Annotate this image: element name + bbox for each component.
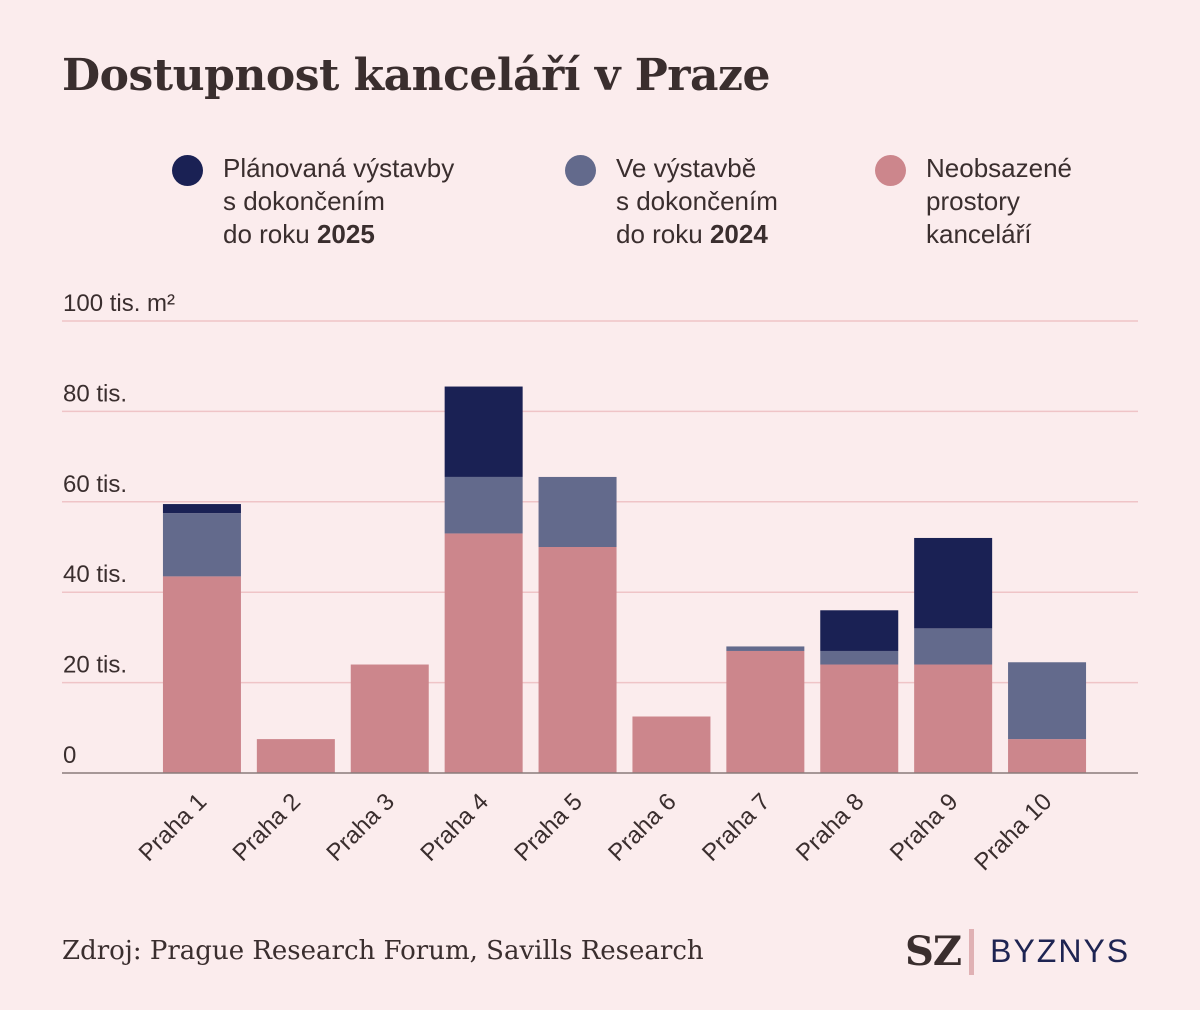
bar-segment	[444, 386, 523, 477]
bar-segment	[538, 547, 617, 773]
legend-label-line: kanceláří	[926, 219, 1032, 249]
bar-segment	[914, 628, 993, 665]
x-tick-label: Praha 5	[509, 788, 588, 867]
bar-segment	[820, 650, 899, 665]
logo-divider	[969, 928, 975, 975]
legend-label-line: s dokončením	[223, 186, 385, 216]
bar-segment	[820, 610, 899, 651]
legend-label-line: Plánovaná výstavby	[223, 153, 455, 183]
bar-segment	[444, 476, 523, 534]
legend-label-line: s dokončením	[616, 186, 778, 216]
legend-swatch-under-construction	[565, 155, 596, 186]
y-tick-label: 0	[63, 742, 76, 769]
legend-item-planned: Plánovaná výstavby s dokončením do roku …	[172, 152, 454, 251]
bar-segment	[162, 576, 241, 773]
bar-segment	[1008, 662, 1087, 740]
source-note: Zdroj: Prague Research Forum, Savills Re…	[62, 936, 704, 966]
x-tick-label: Praha 4	[415, 788, 494, 867]
bar-segment	[1008, 739, 1087, 773]
legend-label-prefix: do roku	[223, 219, 317, 249]
bar-segment	[350, 664, 429, 773]
x-tick-label: Praha 2	[228, 788, 307, 867]
bar-segment	[256, 739, 335, 773]
x-tick-label: Praha 3	[321, 788, 400, 867]
legend-swatch-vacant	[875, 155, 906, 186]
legend-label-year: 2024	[709, 219, 768, 249]
y-tick-label: 40 tis.	[63, 561, 127, 588]
bar-segment	[726, 650, 805, 773]
chart-title: Dostupnost kanceláří v Praze	[62, 50, 770, 101]
bar-segment	[914, 664, 993, 773]
legend-label-line: prostory	[926, 186, 1020, 216]
legend-item-under-construction: Ve výstavbě s dokončením do roku 2024	[565, 152, 778, 251]
bar-segment	[820, 664, 899, 773]
legend-label-line: Ve výstavbě	[616, 153, 757, 183]
y-tick-label: 100 tis. m²	[63, 290, 175, 317]
x-tick-label: Praha 1	[134, 788, 213, 867]
sz-byznys-logo: SZ BYZNYS	[905, 928, 1130, 975]
bar-segment	[726, 646, 805, 651]
y-tick-label: 80 tis.	[63, 380, 127, 407]
x-tick-label: Praha 6	[603, 788, 682, 867]
y-tick-label: 60 tis.	[63, 471, 127, 498]
legend-label-prefix: do roku	[616, 219, 710, 249]
bar-segment	[444, 533, 523, 773]
x-tick-label: Praha 9	[885, 788, 964, 867]
bar-segment	[632, 716, 711, 773]
x-tick-label: Praha 7	[697, 788, 776, 867]
bar-segment	[162, 513, 241, 577]
x-tick-label: Praha 10	[969, 788, 1057, 876]
bar-segment	[914, 537, 993, 629]
logo-byznys: BYZNYS	[990, 933, 1131, 969]
x-tick-label: Praha 8	[791, 788, 870, 867]
legend-swatch-planned	[172, 155, 203, 186]
logo-sz: SZ	[905, 928, 962, 975]
bar-segment	[162, 504, 241, 514]
legend-label-line: Neobsazené	[926, 153, 1072, 183]
legend-label-year: 2025	[316, 219, 375, 249]
y-tick-label: 20 tis.	[63, 652, 127, 679]
bar-segment	[538, 476, 617, 547]
legend-item-vacant: Neobsazené prostory kanceláří	[875, 152, 1072, 251]
